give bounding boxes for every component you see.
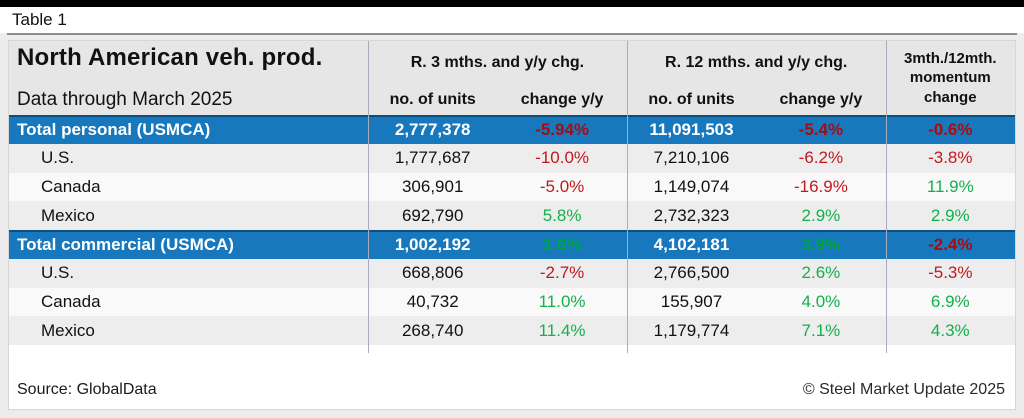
units-3m: 692,790 xyxy=(401,205,464,225)
top-black-bar xyxy=(0,0,1024,7)
units-3m: 40,732 xyxy=(406,291,459,311)
row-label: U.S. xyxy=(41,148,75,168)
change-3m: -10.0% xyxy=(535,148,590,168)
units-3m: 668,806 xyxy=(401,263,464,283)
table-row-us-personal: U.S. 1,777,687 -10.0% 7,210,106 -6.2% -3… xyxy=(9,143,1015,173)
subheader-units-3m: no. of units xyxy=(389,91,476,108)
change-3m: -5.0% xyxy=(539,176,585,196)
table-row-us-commercial: U.S. 668,806 -2.7% 2,766,500 2.6% -5.3% xyxy=(9,258,1015,288)
table-row-canada-commercial: Canada 40,732 11.0% 155,907 4.0% 6.9% xyxy=(9,287,1015,317)
units-3m: 268,740 xyxy=(401,320,464,340)
row-label: Mexico xyxy=(41,320,95,340)
subheader-change-12m: change y/y xyxy=(779,91,863,108)
row-label: U.S. xyxy=(41,263,75,283)
source-credit: Source: GlobalData xyxy=(17,381,157,398)
change-12m: 3.9% xyxy=(801,235,841,255)
table-row-mexico-personal: Mexico 692,790 5.8% 2,732,323 2.9% 2.9% xyxy=(9,201,1015,230)
subheader-change-3m: change y/y xyxy=(520,91,604,108)
row-label: Total commercial (USMCA) xyxy=(17,235,234,255)
momentum-change: -3.8% xyxy=(928,148,973,168)
units-3m: 2,777,378 xyxy=(394,120,471,140)
table-row-total-personal: Total personal (USMCA) 2,777,378 -5.94% … xyxy=(9,115,1015,144)
units-12m: 11,091,503 xyxy=(649,120,734,140)
change-3m: 11.4% xyxy=(538,320,586,340)
divider-extension-area xyxy=(9,345,1015,353)
table-row-canada-personal: Canada 306,901 -5.0% 1,149,074 -16.9% 11… xyxy=(9,172,1015,202)
momentum-change: 2.9% xyxy=(930,205,970,225)
table-title: North American veh. prod. xyxy=(17,44,323,71)
units-12m: 4,102,181 xyxy=(653,235,730,255)
table-row-total-commercial: Total commercial (USMCA) 1,002,192 1.6% … xyxy=(9,230,1015,259)
row-label: Canada xyxy=(41,176,101,196)
row-label: Canada xyxy=(41,291,101,311)
column-divider xyxy=(368,41,369,353)
change-12m: 7.1% xyxy=(801,320,841,340)
change-12m: -5.4% xyxy=(798,120,844,140)
change-12m: -16.9% xyxy=(793,176,848,196)
column-divider xyxy=(627,41,628,353)
change-3m: 11.0% xyxy=(538,291,586,311)
change-3m: -5.94% xyxy=(535,120,590,140)
units-12m: 1,179,774 xyxy=(653,320,730,340)
momentum-change: 11.9% xyxy=(926,176,974,196)
table-footer: Source: GlobalData © Steel Market Update… xyxy=(9,353,1015,407)
change-3m: 1.6% xyxy=(542,235,582,255)
units-3m: 306,901 xyxy=(401,176,464,196)
momentum-change: -2.4% xyxy=(928,235,973,255)
momentum-change: -0.6% xyxy=(928,120,973,140)
row-label: Total personal (USMCA) xyxy=(17,120,211,140)
column-group-3-months: R. 3 mths. and y/y chg. xyxy=(410,54,585,71)
table-tag-strip: Table 1 xyxy=(0,7,1024,33)
units-12m: 7,210,106 xyxy=(653,148,730,168)
momentum-change: 6.9% xyxy=(930,291,970,311)
copyright-notice: © Steel Market Update 2025 xyxy=(802,381,1005,398)
change-12m: 2.9% xyxy=(801,205,841,225)
table-subtitle: Data through March 2025 xyxy=(17,89,233,110)
column-group-momentum: 3mth./12mth. momentum change xyxy=(904,49,997,106)
units-12m: 2,766,500 xyxy=(653,263,730,283)
change-12m: 2.6% xyxy=(801,263,841,283)
subheader-units-12m: no. of units xyxy=(648,91,735,108)
table-row-mexico-commercial: Mexico 268,740 11.4% 1,179,774 7.1% 4.3% xyxy=(9,316,1015,345)
title-block: North American veh. prod. Data through M… xyxy=(9,41,368,115)
units-12m: 155,907 xyxy=(660,291,723,311)
momentum-change: 4.3% xyxy=(930,320,970,340)
table-tag: Table 1 xyxy=(12,10,67,29)
change-12m: -6.2% xyxy=(798,148,844,168)
momentum-change: -5.3% xyxy=(928,263,973,283)
units-12m: 2,732,323 xyxy=(653,205,730,225)
change-3m: 5.8% xyxy=(542,205,582,225)
units-12m: 1,149,074 xyxy=(653,176,730,196)
change-12m: 4.0% xyxy=(801,291,841,311)
column-group-12-months: R. 12 mths. and y/y chg. xyxy=(665,54,848,71)
units-3m: 1,002,192 xyxy=(394,235,471,255)
table-header: North American veh. prod. Data through M… xyxy=(9,41,1015,115)
units-3m: 1,777,687 xyxy=(394,148,471,168)
vehicle-production-table: North American veh. prod. Data through M… xyxy=(8,40,1016,410)
change-3m: -2.7% xyxy=(539,263,585,283)
column-divider xyxy=(886,41,887,353)
row-label: Mexico xyxy=(41,205,95,225)
tag-divider-rule xyxy=(7,33,1017,35)
